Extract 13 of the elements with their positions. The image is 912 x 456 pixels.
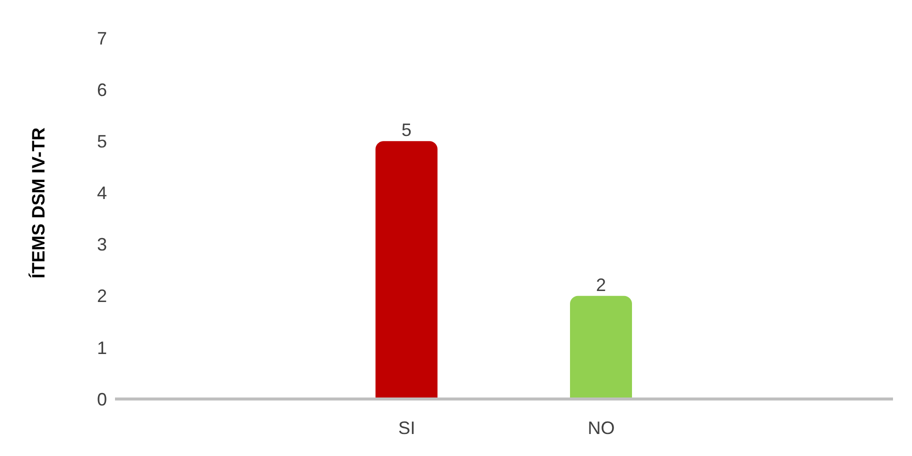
data-label: 2 — [596, 274, 606, 295]
y-tick-label: 1 — [96, 338, 107, 358]
x-tick-label: NO — [588, 418, 615, 438]
y-tick-label: 6 — [96, 80, 107, 100]
y-tick-label: 2 — [96, 286, 107, 306]
y-axis-title: ÍTEMS DSM IV-TR — [28, 127, 48, 278]
y-tick-label: 0 — [96, 389, 107, 410]
y-tick-label: 4 — [96, 183, 107, 204]
x-tick-label: SI — [398, 418, 416, 438]
y-tick-label: 5 — [96, 132, 107, 152]
y-tick-label: 7 — [96, 28, 107, 48]
data-label: 5 — [401, 120, 412, 140]
y-tick-label: 3 — [96, 234, 107, 255]
